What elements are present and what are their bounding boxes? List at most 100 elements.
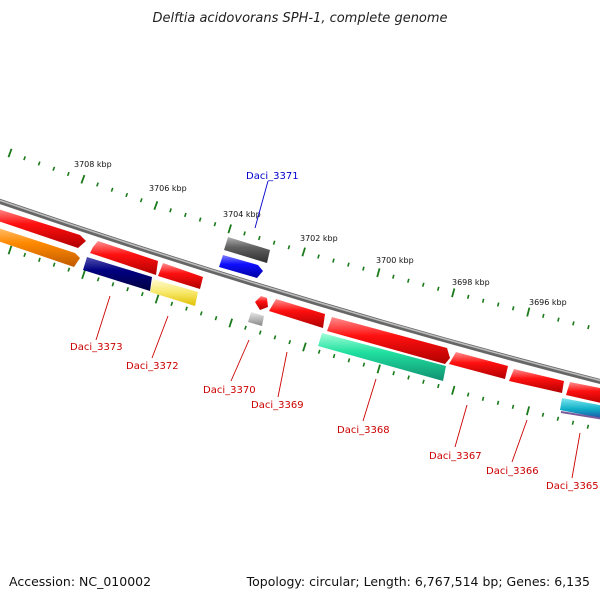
gene-label-daci-3365[interactable]: Daci_3365	[546, 481, 599, 492]
kbp-labels: 3708 kbp 3706 kbp 3704 kbp 3702 kbp 3700…	[74, 160, 567, 307]
kbp-label-3702: 3702 kbp	[300, 234, 338, 243]
minor-tick	[407, 375, 410, 380]
leader-daci-3372	[151, 315, 169, 359]
leader-daci-3366	[511, 419, 528, 463]
minor-tick	[273, 335, 277, 340]
gene-label-daci-3371[interactable]: Daci_3371	[246, 171, 299, 182]
gene-arrow[interactable]	[566, 382, 600, 405]
minor-tick	[422, 379, 425, 384]
gene-arrow-daci-3366[interactable]	[509, 369, 564, 393]
minor-tick	[436, 286, 440, 291]
leader-daci-3369	[277, 351, 288, 398]
minor-tick	[466, 392, 470, 397]
leader-daci-3367	[454, 404, 468, 448]
leader-daci-3368	[362, 378, 377, 422]
gene-label-daci-3372[interactable]: Daci_3372	[126, 361, 179, 372]
accession-text: Accession: NC_010002	[9, 574, 151, 589]
gene-label-daci-3369[interactable]: Daci_3369	[251, 400, 304, 411]
gene-arrow-daci-3369[interactable]	[269, 299, 325, 328]
outer-tick-ring	[7, 148, 590, 330]
gene-arrow-daci-3370[interactable]	[248, 312, 264, 326]
major-tick	[81, 269, 86, 280]
major-tick	[451, 288, 456, 298]
gene-arrow[interactable]	[255, 296, 268, 310]
minor-tick	[421, 282, 425, 287]
minor-tick	[170, 301, 174, 306]
kbp-label-3708: 3708 kbp	[74, 160, 112, 169]
minor-tick	[23, 252, 27, 258]
gene-label-daci-3373[interactable]: Daci_3373	[70, 342, 123, 353]
gene-arrow-daci-3371[interactable]	[219, 255, 263, 278]
minor-tick	[244, 325, 247, 330]
gene-arrow[interactable]	[90, 241, 158, 275]
major-tick	[451, 385, 456, 395]
minor-tick	[185, 306, 188, 311]
kbp-label-3704: 3704 kbp	[223, 210, 261, 219]
minor-tick	[511, 306, 515, 311]
minor-tick	[496, 400, 500, 405]
inner-tick-ring	[7, 245, 590, 429]
minor-tick	[557, 317, 560, 322]
gene-arrow[interactable]	[327, 317, 450, 364]
major-tick	[227, 224, 232, 234]
minor-tick	[38, 257, 41, 262]
gene-arrow[interactable]	[0, 208, 86, 248]
kbp-label-3706: 3706 kbp	[149, 184, 187, 193]
minor-tick	[511, 404, 515, 409]
gene-label-daci-3367[interactable]: Daci_3367	[429, 451, 482, 462]
major-tick	[153, 200, 159, 211]
gene-features	[0, 208, 600, 420]
topology-text: Topology: circular; Length: 6,767,514 bp…	[246, 574, 590, 589]
major-tick	[302, 342, 307, 352]
minor-tick	[571, 420, 575, 425]
minor-tick	[111, 282, 115, 287]
minor-tick	[332, 258, 335, 263]
minor-tick	[66, 171, 70, 177]
major-tick	[525, 406, 531, 416]
gene-arrow-daci-3373[interactable]	[83, 257, 152, 291]
minor-tick	[317, 254, 320, 259]
minor-tick	[287, 245, 291, 250]
minor-tick	[347, 358, 351, 363]
minor-tick	[572, 321, 575, 326]
minor-tick	[110, 187, 114, 192]
gene-arrow-daci-3372[interactable]	[150, 279, 198, 306]
gene-arrow[interactable]	[158, 263, 203, 289]
minor-tick	[587, 324, 590, 330]
gene-label-daci-3366[interactable]: Daci_3366	[486, 466, 539, 477]
minor-tick	[347, 262, 350, 267]
major-tick	[376, 364, 381, 374]
gene-label-lines	[95, 180, 581, 479]
minor-tick	[288, 340, 292, 345]
leader-daci-3371	[254, 180, 269, 229]
gene-arrow[interactable]	[224, 237, 270, 263]
genome-backbone	[0, 198, 600, 385]
major-tick	[80, 174, 86, 184]
gene-labels: Daci_3373 Daci_3372 Daci_3371 Daci_3370 …	[70, 171, 599, 492]
gene-label-daci-3368[interactable]: Daci_3368	[337, 425, 390, 436]
minor-tick	[466, 294, 470, 299]
major-tick	[526, 307, 531, 317]
gene-label-daci-3370[interactable]: Daci_3370	[203, 385, 256, 396]
minor-tick	[362, 362, 366, 367]
gene-arrow[interactable]	[0, 227, 80, 267]
minor-tick	[125, 192, 129, 198]
minor-tick	[243, 231, 246, 236]
minor-tick	[257, 235, 261, 241]
major-tick	[7, 148, 13, 158]
gene-arrow-daci-3365[interactable]	[560, 398, 600, 420]
gene-arrow-daci-3367[interactable]	[449, 352, 508, 379]
major-tick	[301, 247, 306, 257]
minor-tick	[214, 316, 218, 321]
minor-tick	[272, 240, 276, 245]
minor-tick	[258, 330, 262, 335]
major-tick	[7, 245, 13, 255]
minor-tick	[96, 277, 100, 282]
leader-daci-3370	[230, 339, 250, 382]
minor-tick	[213, 222, 217, 227]
minor-tick	[481, 298, 485, 303]
minor-tick	[52, 166, 56, 171]
gene-arrow-daci-3368[interactable]	[318, 333, 446, 381]
leader-daci-3373	[95, 295, 111, 341]
